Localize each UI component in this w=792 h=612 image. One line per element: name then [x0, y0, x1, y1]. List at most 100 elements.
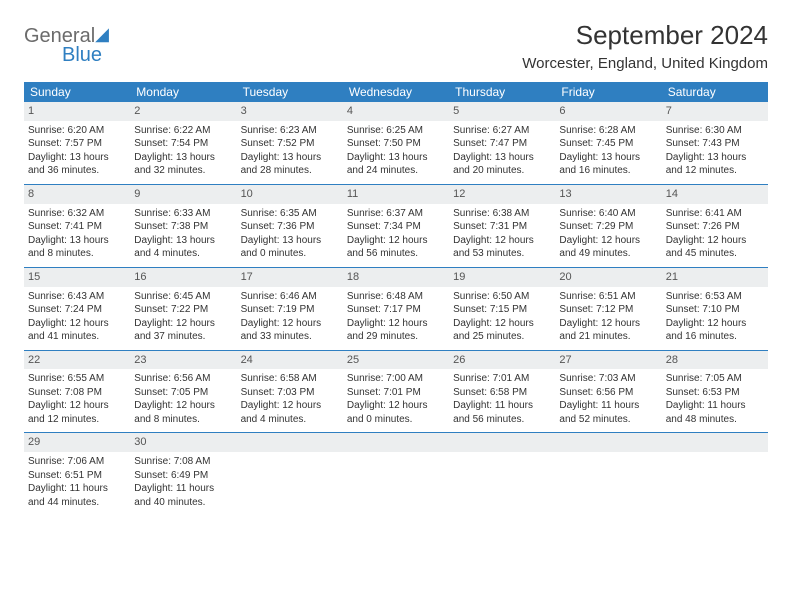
day-sunset: Sunset: 7:15 PM [453, 303, 551, 317]
day-sunrise: Sunrise: 7:08 AM [134, 455, 232, 469]
day-daylight: Daylight: 13 hours and 28 minutes. [241, 151, 339, 178]
day-sunset: Sunset: 7:38 PM [134, 220, 232, 234]
day-cell: 7Sunrise: 6:30 AMSunset: 7:43 PMDaylight… [662, 102, 768, 184]
day-daylight: Daylight: 11 hours and 52 minutes. [559, 399, 657, 426]
day-daylight: Daylight: 12 hours and 56 minutes. [347, 234, 445, 261]
day-number: 29 [24, 433, 130, 452]
day-daylight: Daylight: 12 hours and 33 minutes. [241, 317, 339, 344]
day-sunset: Sunset: 6:51 PM [28, 469, 126, 483]
weekday-header: Monday [130, 82, 236, 102]
day-cell: 26Sunrise: 7:01 AMSunset: 6:58 PMDayligh… [449, 351, 555, 433]
day-daylight: Daylight: 13 hours and 12 minutes. [666, 151, 764, 178]
weekday-header: Saturday [662, 82, 768, 102]
day-sunset: Sunset: 7:19 PM [241, 303, 339, 317]
day-number: 27 [555, 351, 661, 370]
day-cell: 12Sunrise: 6:38 AMSunset: 7:31 PMDayligh… [449, 185, 555, 267]
week-row: 29 Sunrise: 7:06 AMSunset: 6:51 PM Dayligh… [24, 433, 768, 515]
day-number: 30 [130, 433, 236, 452]
day-daylight: Daylight: 11 hours and 40 minutes. [134, 482, 232, 509]
day-cell: 15Sunrise: 6:43 AMSunset: 7:24 PMDayligh… [24, 268, 130, 350]
day-number: 11 [343, 185, 449, 204]
day-daylight: Daylight: 12 hours and 0 minutes. [347, 399, 445, 426]
day-sunrise: Sunrise: 6:46 AM [241, 290, 339, 304]
day-sunrise: Sunrise: 6:58 AM [241, 372, 339, 386]
day-sunset: Sunset: 7:24 PM [28, 303, 126, 317]
day-cell: 18Sunrise: 6:48 AMSunset: 7:17 PMDayligh… [343, 268, 449, 350]
day-number: 16 [130, 268, 236, 287]
day-daylight: Daylight: 13 hours and 4 minutes. [134, 234, 232, 261]
day-sunrise: Sunrise: 6:40 AM [559, 207, 657, 221]
day-number [237, 433, 343, 452]
day-number: 9 [130, 185, 236, 204]
day-cell: 8Sunrise: 6:32 AMSunset: 7:41 PMDaylight… [24, 185, 130, 267]
month-title: September 2024 [522, 20, 768, 51]
day-cell: 20Sunrise: 6:51 AMSunset: 7:12 PMDayligh… [555, 268, 661, 350]
day-number: 7 [662, 102, 768, 121]
day-sunset: Sunset: 7:12 PM [559, 303, 657, 317]
day-cell: 9Sunrise: 6:33 AMSunset: 7:38 PMDaylight… [130, 185, 236, 267]
day-daylight: Daylight: 12 hours and 49 minutes. [559, 234, 657, 261]
day-number: 22 [24, 351, 130, 370]
day-sunset: Sunset: 7:01 PM [347, 386, 445, 400]
day-cell [449, 433, 555, 515]
day-sunrise: Sunrise: 6:30 AM [666, 124, 764, 138]
day-number [662, 433, 768, 452]
day-number: 21 [662, 268, 768, 287]
day-cell [343, 433, 449, 515]
day-daylight: Daylight: 11 hours and 56 minutes. [453, 399, 551, 426]
day-sunrise: Sunrise: 6:53 AM [666, 290, 764, 304]
day-number [343, 433, 449, 452]
day-number: 19 [449, 268, 555, 287]
day-sunrise: Sunrise: 6:32 AM [28, 207, 126, 221]
day-cell: 30 Sunrise: 7:08 AMSunset: 6:49 PMDayligh… [130, 433, 236, 515]
week-row: 15Sunrise: 6:43 AMSunset: 7:24 PMDayligh… [24, 268, 768, 351]
day-cell: 5Sunrise: 6:27 AMSunset: 7:47 PMDaylight… [449, 102, 555, 184]
day-daylight: Daylight: 13 hours and 20 minutes. [453, 151, 551, 178]
day-number: 6 [555, 102, 661, 121]
day-sunrise: Sunrise: 7:01 AM [453, 372, 551, 386]
day-daylight: Daylight: 13 hours and 36 minutes. [28, 151, 126, 178]
day-sunrise: Sunrise: 6:27 AM [453, 124, 551, 138]
week-row: 1Sunrise: 6:20 AMSunset: 7:57 PMDaylight… [24, 102, 768, 185]
weeks-container: 1Sunrise: 6:20 AMSunset: 7:57 PMDaylight… [24, 102, 768, 515]
day-sunrise: Sunrise: 6:38 AM [453, 207, 551, 221]
day-sunset: Sunset: 7:31 PM [453, 220, 551, 234]
day-cell [237, 433, 343, 515]
day-sunset: Sunset: 7:22 PM [134, 303, 232, 317]
day-number: 4 [343, 102, 449, 121]
weekday-header: Tuesday [237, 82, 343, 102]
day-cell: 24Sunrise: 6:58 AMSunset: 7:03 PMDayligh… [237, 351, 343, 433]
day-sunrise: Sunrise: 6:20 AM [28, 124, 126, 138]
calendar-page: General◢ Blue September 2024 Worcester, … [0, 0, 792, 535]
day-cell: 19Sunrise: 6:50 AMSunset: 7:15 PMDayligh… [449, 268, 555, 350]
day-sunset: Sunset: 6:49 PM [134, 469, 232, 483]
day-daylight: Daylight: 13 hours and 16 minutes. [559, 151, 657, 178]
day-cell: 16Sunrise: 6:45 AMSunset: 7:22 PMDayligh… [130, 268, 236, 350]
day-sunrise: Sunrise: 6:50 AM [453, 290, 551, 304]
day-sunset: Sunset: 7:36 PM [241, 220, 339, 234]
day-cell: 17Sunrise: 6:46 AMSunset: 7:19 PMDayligh… [237, 268, 343, 350]
day-sunset: Sunset: 7:26 PM [666, 220, 764, 234]
day-sunrise: Sunrise: 7:03 AM [559, 372, 657, 386]
header-row: General◢ Blue September 2024 Worcester, … [24, 20, 768, 72]
day-sunset: Sunset: 7:17 PM [347, 303, 445, 317]
brand-logo: General◢ Blue [24, 20, 109, 65]
day-cell [662, 433, 768, 515]
day-number: 3 [237, 102, 343, 121]
day-sunrise: Sunrise: 6:25 AM [347, 124, 445, 138]
day-sunrise: Sunrise: 6:23 AM [241, 124, 339, 138]
day-sunrise: Sunrise: 6:41 AM [666, 207, 764, 221]
day-daylight: Daylight: 12 hours and 16 minutes. [666, 317, 764, 344]
day-daylight: Daylight: 12 hours and 4 minutes. [241, 399, 339, 426]
day-sunrise: Sunrise: 6:43 AM [28, 290, 126, 304]
day-daylight: Daylight: 12 hours and 8 minutes. [134, 399, 232, 426]
day-daylight: Daylight: 13 hours and 32 minutes. [134, 151, 232, 178]
day-daylight: Daylight: 12 hours and 53 minutes. [453, 234, 551, 261]
day-sunrise: Sunrise: 6:35 AM [241, 207, 339, 221]
day-daylight: Daylight: 13 hours and 8 minutes. [28, 234, 126, 261]
title-block: September 2024 Worcester, England, Unite… [522, 20, 768, 72]
day-cell: 27Sunrise: 7:03 AMSunset: 6:56 PMDayligh… [555, 351, 661, 433]
day-number: 20 [555, 268, 661, 287]
day-sunset: Sunset: 7:45 PM [559, 137, 657, 151]
day-sunrise: Sunrise: 7:06 AM [28, 455, 126, 469]
